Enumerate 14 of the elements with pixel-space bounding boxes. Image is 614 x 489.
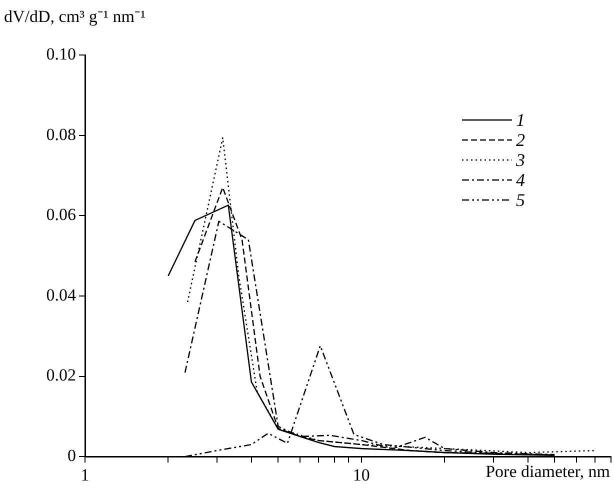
y-tick-label: 0.02 [46, 366, 76, 385]
y-tick-label: 0 [68, 446, 76, 466]
legend-label: 4 [516, 170, 525, 190]
y-tick-label: 0.08 [46, 124, 76, 144]
legend-label: 3 [516, 150, 525, 170]
x-tick-label: 10 [352, 465, 370, 484]
y-tick-label: 0.06 [46, 205, 76, 224]
legend-label: 5 [516, 190, 525, 210]
legend-label: 2 [516, 130, 525, 150]
y-axis-title: dV/dD, cm³ g⁻¹ nm⁻¹ [4, 6, 146, 27]
y-tick-label: 0.10 [46, 44, 76, 64]
x-axis-title: Pore diameter, nm [486, 462, 610, 482]
y-tick-label: 0.04 [46, 285, 76, 304]
legend-label: 1 [516, 110, 525, 130]
